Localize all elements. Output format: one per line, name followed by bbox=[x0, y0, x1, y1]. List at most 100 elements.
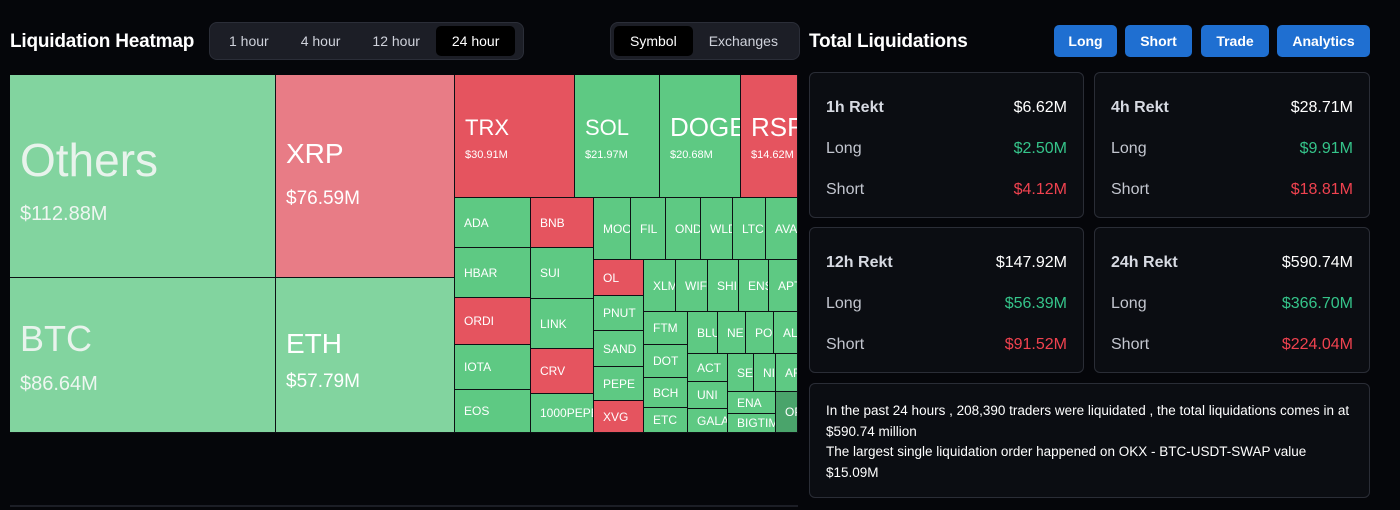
tile-act[interactable]: ACT bbox=[688, 354, 728, 382]
tile-symbol: WIF bbox=[685, 278, 707, 293]
tile-value: $57.79M bbox=[286, 371, 360, 392]
tile-apt[interactable]: APT bbox=[769, 260, 798, 312]
card-total: $28.71M bbox=[1290, 99, 1353, 116]
tile-etc[interactable]: ETC bbox=[644, 408, 688, 433]
long-button[interactable]: Long bbox=[1054, 25, 1117, 57]
tile-ar[interactable]: AR bbox=[776, 354, 798, 392]
tile-uni[interactable]: UNI bbox=[688, 382, 728, 409]
trade-button[interactable]: Trade bbox=[1201, 25, 1269, 57]
tile-po[interactable]: PO bbox=[746, 312, 774, 354]
tile-wif[interactable]: WIF bbox=[676, 260, 708, 312]
tile-ens[interactable]: ENS bbox=[739, 260, 769, 312]
short-button[interactable]: Short bbox=[1125, 25, 1192, 57]
tile-symbol: BIGTIME bbox=[737, 416, 775, 430]
long-label: Long bbox=[1111, 295, 1147, 312]
tile-value: $86.64M bbox=[20, 373, 98, 395]
tile-symbol: EOS bbox=[464, 404, 490, 418]
total-liquidations-title: Total Liquidations bbox=[809, 31, 968, 52]
timeframe-24-hour[interactable]: 24 hour bbox=[435, 26, 516, 56]
short-label: Short bbox=[1111, 336, 1150, 353]
tile-ltc[interactable]: LTC bbox=[733, 198, 766, 260]
tile-sol[interactable]: SOL $21.97M bbox=[575, 75, 660, 198]
tile-crv[interactable]: CRV bbox=[531, 349, 594, 394]
tile-symbol: PNUT bbox=[603, 306, 636, 320]
tile-ne[interactable]: NE bbox=[718, 312, 746, 354]
timeframe-1-hour[interactable]: 1 hour bbox=[229, 33, 269, 49]
tile-fil[interactable]: FIL bbox=[631, 198, 666, 260]
tile-btc[interactable]: BTC $86.64M bbox=[10, 278, 276, 433]
card-label: 4h Rekt bbox=[1111, 99, 1169, 116]
tile-xvg[interactable]: XVG bbox=[594, 401, 644, 433]
tile-symbol: WLD bbox=[710, 221, 732, 236]
tile-pepe[interactable]: PEPE bbox=[594, 367, 644, 401]
tile-blu[interactable]: BLU bbox=[688, 312, 718, 354]
tile-hbar[interactable]: HBAR bbox=[455, 248, 531, 298]
tile-symbol: BCH bbox=[653, 385, 679, 400]
short-value: $4.12M bbox=[1013, 181, 1067, 198]
timeframe-selector: 1 hour 4 hour 12 hour 24 hour bbox=[209, 22, 524, 60]
tile-ava[interactable]: AVA bbox=[766, 198, 798, 260]
short-value: $91.52M bbox=[1004, 336, 1067, 353]
tile-shi[interactable]: SHI bbox=[708, 260, 739, 312]
tile-xlm[interactable]: XLM bbox=[644, 260, 676, 312]
tile-doge[interactable]: DOGE $20.68M bbox=[660, 75, 741, 198]
tile-ada[interactable]: ADA bbox=[455, 198, 531, 248]
tile-symbol: SHI bbox=[717, 278, 738, 293]
view-exchanges[interactable]: Exchanges bbox=[708, 33, 778, 49]
tile-se[interactable]: SE bbox=[728, 354, 754, 392]
card-label: 24h Rekt bbox=[1111, 254, 1178, 271]
tile-symbol: SE bbox=[737, 365, 754, 380]
tile-ni[interactable]: NI bbox=[754, 354, 776, 392]
tile-link[interactable]: LINK bbox=[531, 299, 594, 349]
tile-symbol: BTC bbox=[20, 318, 92, 359]
tile-sand[interactable]: SAND bbox=[594, 331, 644, 367]
summary-line-traders: In the past 24 hours , 208,390 traders w… bbox=[826, 403, 1350, 439]
tile-op[interactable]: OP bbox=[776, 392, 798, 433]
tile-pnut[interactable]: PNUT bbox=[594, 296, 644, 331]
timeframe-4-hour[interactable]: 4 hour bbox=[300, 33, 341, 49]
tile-rsr[interactable]: RSR $14.62M bbox=[741, 75, 798, 198]
analytics-button[interactable]: Analytics bbox=[1277, 25, 1370, 57]
tile-symbol: RSR bbox=[751, 112, 797, 142]
tile-bnb[interactable]: BNB bbox=[531, 198, 594, 248]
tile-others[interactable]: Others $112.88M bbox=[10, 75, 276, 278]
view-symbol[interactable]: Symbol bbox=[614, 26, 693, 56]
tile-1000pepe[interactable]: 1000PEPE bbox=[531, 394, 594, 433]
card-12h-rekt: 12h Rekt $147.92M Long $56.39M Short $91… bbox=[809, 227, 1084, 373]
tile-moo[interactable]: MOO bbox=[594, 198, 631, 260]
short-value: $224.04M bbox=[1281, 336, 1353, 353]
tile-value: $30.91M bbox=[465, 149, 508, 161]
tile-dot[interactable]: DOT bbox=[644, 345, 688, 378]
tile-eth[interactable]: ETH $57.79M bbox=[276, 278, 455, 433]
tile-symbol: ADA bbox=[464, 215, 489, 230]
tile-symbol: MOO bbox=[603, 221, 631, 236]
card-total: $590.74M bbox=[1281, 254, 1353, 271]
card-label: 1h Rekt bbox=[826, 99, 884, 116]
summary-line-largest-order: The largest single liquidation order hap… bbox=[826, 444, 1307, 480]
card-24h-rekt: 24h Rekt $590.74M Long $366.70M Short $2… bbox=[1094, 227, 1370, 373]
tile-sui[interactable]: SUI bbox=[531, 248, 594, 299]
tile-symbol: GALA bbox=[697, 413, 728, 428]
tile-ol[interactable]: OL bbox=[594, 260, 644, 296]
tile-bch[interactable]: BCH bbox=[644, 378, 688, 408]
timeframe-12-hour[interactable]: 12 hour bbox=[372, 33, 420, 49]
tile-xrp[interactable]: XRP $76.59M bbox=[276, 75, 455, 278]
tile-symbol: DOGE bbox=[670, 112, 741, 142]
tile-trx[interactable]: TRX $30.91M bbox=[455, 75, 575, 198]
card-4h-rekt: 4h Rekt $28.71M Long $9.91M Short $18.81… bbox=[1094, 72, 1370, 218]
tile-gala[interactable]: GALA bbox=[688, 409, 728, 433]
tile-eos[interactable]: EOS bbox=[455, 390, 531, 433]
tile-symbol: ENS bbox=[748, 278, 768, 293]
tile-wld[interactable]: WLD bbox=[701, 198, 733, 260]
tile-ena[interactable]: ENA bbox=[728, 392, 776, 414]
tile-symbol: FIL bbox=[640, 221, 658, 236]
tile-iota[interactable]: IOTA bbox=[455, 345, 531, 390]
tile-symbol: AL bbox=[783, 325, 798, 340]
tile-al[interactable]: AL bbox=[774, 312, 798, 354]
tile-ond[interactable]: OND bbox=[666, 198, 701, 260]
short-label: Short bbox=[826, 336, 865, 353]
tile-bigtime[interactable]: BIGTIME bbox=[728, 414, 776, 433]
tile-symbol: XVG bbox=[603, 409, 629, 424]
tile-ordi[interactable]: ORDI bbox=[455, 298, 531, 345]
tile-ftm[interactable]: FTM bbox=[644, 312, 688, 345]
